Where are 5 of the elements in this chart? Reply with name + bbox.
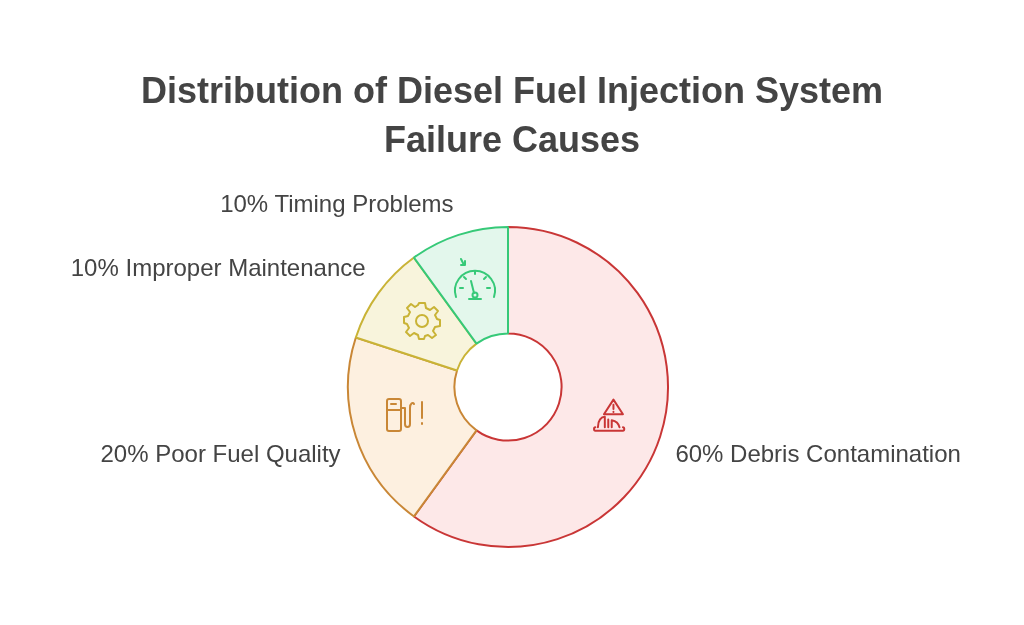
chart-title: Distribution of Diesel Fuel Injection System Failure Causes [139,69,885,162]
slice-label: 20% Poor Fuel Quality [100,440,341,468]
slice-label: 60% Debris Contamination [675,440,961,468]
slice-label: 10% Timing Problems [220,190,454,218]
slice-label: 10% Improper Maintenance [70,254,366,282]
